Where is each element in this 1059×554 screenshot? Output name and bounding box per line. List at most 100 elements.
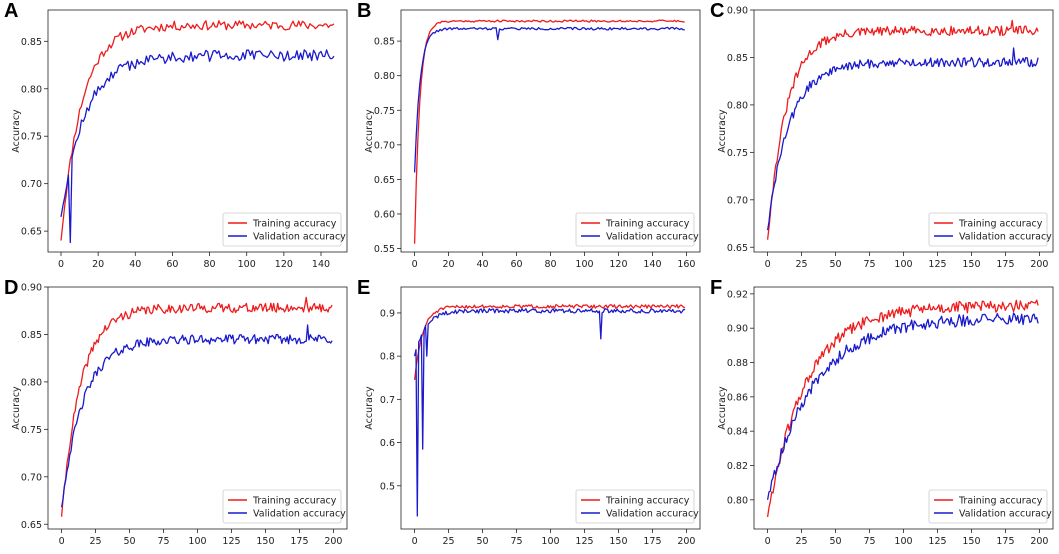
x-tick-label: 175	[290, 536, 308, 547]
x-tick-label: 120	[275, 259, 293, 270]
validation-accuracy-line	[413, 26, 685, 173]
y-tick-label: 0.92	[727, 289, 748, 300]
chart-c: 0 25 50 75 100 125 150 175 200 0.65 0.70 0.75 0.80 0.…	[717, 6, 1054, 270]
x-tick-label: 100	[188, 536, 206, 547]
validation-accuracy-line	[60, 49, 335, 244]
x-tick-label: 200	[1030, 536, 1048, 547]
x-tick-label: 150	[962, 536, 980, 547]
y-tick-label: 0.75	[21, 132, 42, 143]
x-tick-label: 25	[90, 536, 102, 547]
training-accuracy-line	[413, 304, 686, 380]
y-tick-label: 0.65	[727, 243, 748, 254]
y-tick-label: 0.82	[727, 461, 748, 472]
x-tick-label: 0	[765, 259, 771, 270]
y-tick-label: 0.75	[374, 106, 395, 117]
y-tick-label: 0.90	[727, 6, 748, 17]
x-tick-label: 175	[996, 536, 1014, 547]
x-tick-label: 200	[1030, 259, 1048, 270]
x-tick-label: 25	[796, 259, 808, 270]
legend-box	[928, 489, 1048, 524]
y-tick-label: 0.6	[380, 438, 395, 449]
x-tick-label: 40	[476, 259, 488, 270]
panel-letter: D	[4, 277, 19, 299]
chart-d: 0 25 50 75 100 125 150 175 200 0.65 0.70 0.75 0.80 0.…	[11, 283, 348, 547]
training-accuracy-line	[60, 20, 335, 241]
y-tick-label: 0.70	[21, 472, 42, 483]
x-tick-label: 0	[765, 536, 771, 547]
x-tick-label: 140	[643, 259, 661, 270]
x-tick-label: 125	[575, 536, 593, 547]
panel-letter: A	[4, 0, 19, 22]
validation-accuracy-line	[60, 324, 333, 508]
y-tick-label: 0.90	[21, 283, 42, 294]
y-tick-label: 0.9	[380, 308, 395, 319]
x-tick-label: 100	[894, 259, 912, 270]
legend-box	[575, 489, 695, 524]
legend: Training accuracy Validation accuracy	[928, 212, 1052, 247]
x-tick-label: 175	[643, 536, 661, 547]
x-tick-label: 200	[324, 536, 342, 547]
validation-accuracy-line	[413, 307, 686, 517]
legend-entry: Validation accuracy	[606, 509, 699, 520]
x-tick-label: 80	[544, 259, 556, 270]
y-tick-label: 0.85	[21, 330, 42, 341]
legend-entry: Training accuracy	[605, 496, 690, 507]
panel-letter: F	[710, 277, 723, 299]
x-tick-label: 75	[510, 536, 522, 547]
x-tick-label: 120	[609, 259, 627, 270]
legend: Training accuracy Validation accuracy	[222, 489, 346, 524]
y-tick-label: 0.70	[374, 140, 395, 151]
chart-a: 0 20 40 60 80 100 120 140 0.65 0.70 0.75 0.80 0.85 Ac…	[11, 9, 348, 270]
legend-entry: Validation accuracy	[959, 232, 1052, 243]
x-tick-label: 150	[609, 536, 627, 547]
legend-entry: Training accuracy	[958, 496, 1043, 507]
training-accuracy-line	[413, 19, 685, 244]
panel-e: 0 25 50 75 100 125 150 175 200 0.5 0.6 0.7 0.8 0.9 Acc…	[353, 277, 706, 554]
x-tick-label: 75	[863, 536, 875, 547]
y-tick-label: 0.85	[374, 37, 395, 48]
training-accuracy-line	[60, 296, 333, 517]
y-tick-label: 0.70	[727, 195, 748, 206]
y-tick-label: 0.88	[727, 358, 748, 369]
chart-f: 0 25 50 75 100 125 150 175 200 0.80 0.82 0.84 0.86 0.…	[717, 286, 1054, 547]
x-tick-label: 125	[222, 536, 240, 547]
x-tick-label: 100	[575, 259, 593, 270]
panel-letter: C	[710, 0, 725, 22]
legend-entry: Training accuracy	[252, 496, 337, 507]
y-tick-label: 0.85	[21, 37, 42, 48]
y-tick-label: 0.5	[380, 481, 395, 492]
validation-accuracy-line	[766, 47, 1039, 231]
panel-f: 0 25 50 75 100 125 150 175 200 0.80 0.82 0.84 0.86 0.…	[706, 277, 1059, 554]
x-tick-label: 0	[412, 536, 418, 547]
x-tick-label: 60	[510, 259, 522, 270]
y-axis-label: Accuracy	[717, 386, 728, 430]
legend: Training accuracy Validation accuracy	[222, 212, 346, 247]
y-tick-label: 0.65	[374, 175, 395, 186]
legend: Training accuracy Validation accuracy	[575, 489, 699, 524]
x-tick-label: 50	[476, 536, 488, 547]
panel-b: 0 20 40 60 80 100 120 140 160 0.55 0.60 0.65 0.70 0.7…	[353, 0, 706, 277]
y-tick-label: 0.60	[374, 209, 395, 220]
y-tick-label: 0.90	[727, 324, 748, 335]
legend-entry: Validation accuracy	[606, 232, 699, 243]
y-tick-label: 0.65	[21, 520, 42, 531]
x-tick-label: 150	[256, 536, 274, 547]
x-tick-label: 40	[129, 259, 141, 270]
x-tick-label: 160	[677, 259, 695, 270]
y-tick-label: 0.55	[374, 244, 395, 255]
axes-frame	[47, 9, 348, 253]
panel-d: 0 25 50 75 100 125 150 175 200 0.65 0.70 0.75 0.80 0.…	[0, 277, 353, 554]
training-accuracy-line	[766, 299, 1039, 518]
x-tick-label: 0	[59, 536, 65, 547]
legend-entry: Validation accuracy	[253, 509, 346, 520]
panel-letter: E	[357, 277, 371, 299]
legend-box	[222, 489, 342, 524]
y-tick-label: 0.70	[21, 179, 42, 190]
panel-a: 0 20 40 60 80 100 120 140 0.65 0.70 0.75 0.80 0.85 Ac…	[0, 0, 353, 277]
legend: Training accuracy Validation accuracy	[575, 212, 699, 247]
y-tick-label: 0.75	[727, 148, 748, 159]
x-tick-label: 0	[58, 259, 64, 270]
chart-e: 0 25 50 75 100 125 150 175 200 0.5 0.6 0.7 0.8 0.9 Acc…	[364, 286, 701, 547]
x-tick-label: 25	[796, 536, 808, 547]
y-tick-label: 0.80	[21, 377, 42, 388]
